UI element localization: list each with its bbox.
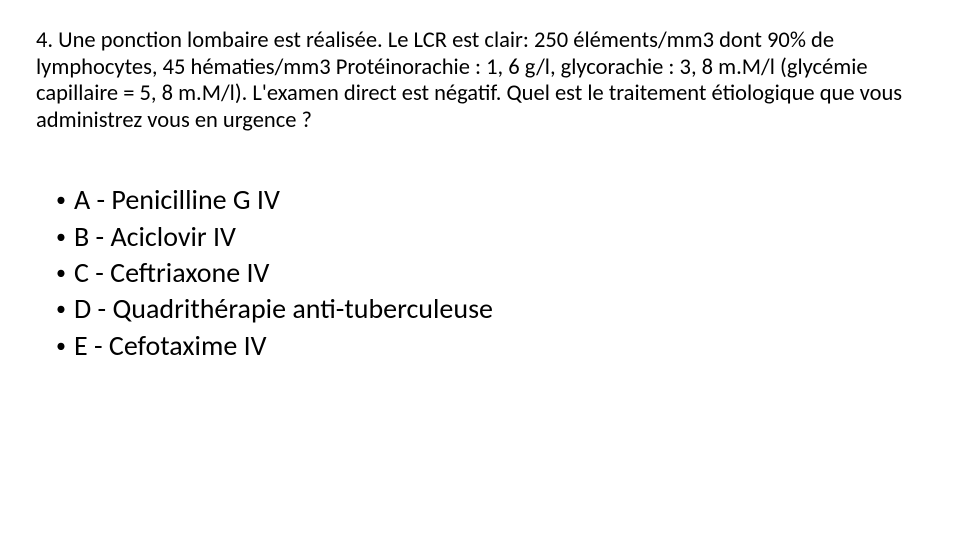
option-label: A - Penicilline G IV <box>74 182 924 218</box>
bullet-icon: • <box>56 328 74 364</box>
option-row: • D - Quadrithérapie anti-tuberculeuse <box>56 291 924 327</box>
option-row: • C - Ceftriaxone IV <box>56 255 924 291</box>
bullet-icon: • <box>56 291 74 327</box>
option-row: • A - Penicilline G IV <box>56 182 924 218</box>
bullet-icon: • <box>56 219 74 255</box>
option-row: • B - Aciclovir IV <box>56 219 924 255</box>
options-list: • A - Penicilline G IV • B - Aciclovir I… <box>36 182 924 364</box>
option-label: B - Aciclovir IV <box>74 219 924 255</box>
option-label: D - Quadrithérapie anti-tuberculeuse <box>74 291 924 327</box>
option-row: • E - Cefotaxime IV <box>56 328 924 364</box>
question-text: 4. Une ponction lombaire est réalisée. L… <box>36 28 924 134</box>
bullet-icon: • <box>56 182 74 218</box>
option-label: E - Cefotaxime IV <box>74 328 924 364</box>
bullet-icon: • <box>56 255 74 291</box>
option-label: C - Ceftriaxone IV <box>74 255 924 291</box>
slide-container: 4. Une ponction lombaire est réalisée. L… <box>0 0 960 540</box>
